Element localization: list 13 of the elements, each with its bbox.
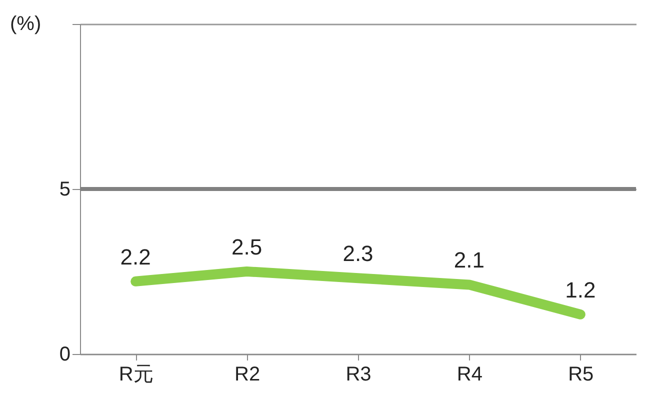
data-label: 2.5 [232, 234, 262, 260]
x-tick-label: R元 [118, 364, 154, 386]
x-tick-label: R2 [234, 364, 260, 386]
x-tick-label: R3 [346, 364, 372, 386]
data-label: 2.3 [342, 241, 374, 266]
y-axis-title: (%) [10, 13, 42, 35]
x-tick-label: R5 [568, 364, 594, 386]
data-label: 2.2 [120, 244, 151, 270]
y-tick-label: 0 [59, 344, 70, 366]
data-label: 1.2 [565, 277, 596, 302]
x-tick-label: R4 [456, 364, 482, 386]
data-label: 2.1 [454, 248, 484, 273]
y-tick-label: 5 [59, 178, 70, 200]
